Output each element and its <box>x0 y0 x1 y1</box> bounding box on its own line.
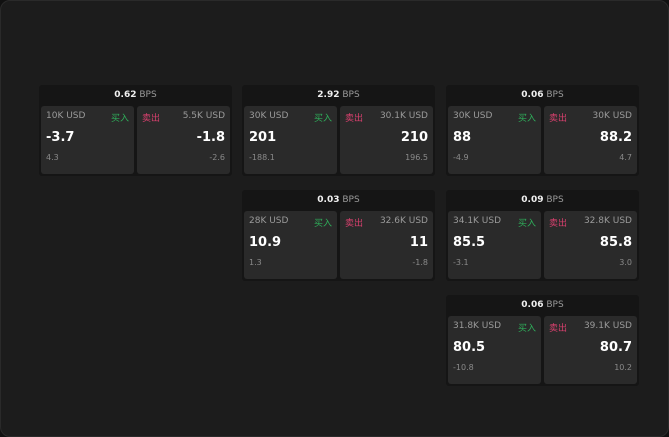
ask-size: 32.8K USD <box>583 216 632 226</box>
bid-size: 28K USD <box>249 216 289 226</box>
spread-unit: BPS <box>546 300 564 310</box>
sell-label: 卖出 <box>142 114 161 124</box>
bid-size: 31.8K USD <box>453 321 502 331</box>
quote-card: 0.09 BPS 34.1K USD 买入 85.5 -3.1 卖出 32.8K U… <box>446 190 639 281</box>
ask-size: 30K USD <box>592 111 632 121</box>
buy-label: 买入 <box>517 114 536 124</box>
buy-label: 买入 <box>517 219 536 229</box>
sell-button[interactable]: 卖出 30K USD 88.2 4.7 <box>544 106 637 174</box>
buy-label: 买入 <box>517 324 536 334</box>
bid-price: 85.5 <box>453 235 486 250</box>
quote-card: 0.62 BPS 10K USD 买入 -3.7 4.3 卖出 5.5K USD -… <box>39 85 232 176</box>
sell-button[interactable]: 卖出 30.1K USD 210 196.5 <box>340 106 433 174</box>
ask-size: 32.6K USD <box>379 216 428 226</box>
spread-unit: BPS <box>546 195 564 205</box>
buy-button[interactable]: 10K USD 买入 -3.7 4.3 <box>41 106 134 174</box>
spread-header: 2.92 BPS <box>242 85 435 105</box>
bid-size: 30K USD <box>453 111 493 121</box>
spread-unit: BPS <box>342 90 360 100</box>
buy-label: 买入 <box>313 114 332 124</box>
spread-unit: BPS <box>139 90 157 100</box>
ask-price: -1.8 <box>196 130 225 145</box>
bid-change: 4.3 <box>46 153 59 162</box>
spread-value: 0.06 <box>521 300 544 310</box>
spread-value: 0.06 <box>521 90 544 100</box>
ask-price: 80.7 <box>599 340 632 355</box>
ask-change: 10.2 <box>614 363 632 372</box>
bid-price: -3.7 <box>46 130 75 145</box>
buy-button[interactable]: 30K USD 买入 201 -188.1 <box>244 106 337 174</box>
spread-unit: BPS <box>546 90 564 100</box>
spread-value: 0.62 <box>114 90 137 100</box>
ask-change: 196.5 <box>405 153 428 162</box>
buy-button[interactable]: 30K USD 买入 88 -4.9 <box>448 106 541 174</box>
buy-button[interactable]: 28K USD 买入 10.9 1.3 <box>244 211 337 279</box>
buy-button[interactable]: 31.8K USD 买入 80.5 -10.8 <box>448 316 541 384</box>
ask-change: 3.0 <box>619 258 632 267</box>
bid-price: 201 <box>249 130 277 145</box>
ask-size: 5.5K USD <box>182 111 225 121</box>
ask-price: 85.8 <box>599 235 632 250</box>
ask-size: 30.1K USD <box>379 111 428 121</box>
spread-header: 0.62 BPS <box>39 85 232 105</box>
bid-change: -3.1 <box>453 258 469 267</box>
quote-card: 0.06 BPS 30K USD 买入 88 -4.9 卖出 30K USD 88.… <box>446 85 639 176</box>
spread-value: 0.03 <box>317 195 340 205</box>
sell-button[interactable]: 卖出 5.5K USD -1.8 -2.6 <box>137 106 230 174</box>
quote-card: 2.92 BPS 30K USD 买入 201 -188.1 卖出 30.1K US… <box>242 85 435 176</box>
bid-size: 10K USD <box>46 111 86 121</box>
ask-size: 39.1K USD <box>583 321 632 331</box>
buy-button[interactable]: 34.1K USD 买入 85.5 -3.1 <box>448 211 541 279</box>
ask-change: -1.8 <box>412 258 428 267</box>
sell-label: 卖出 <box>549 324 568 334</box>
spread-unit: BPS <box>342 195 360 205</box>
sell-button[interactable]: 卖出 32.6K USD 11 -1.8 <box>340 211 433 279</box>
sell-button[interactable]: 卖出 32.8K USD 85.8 3.0 <box>544 211 637 279</box>
bid-change: -10.8 <box>453 363 474 372</box>
bid-price: 10.9 <box>249 235 282 250</box>
ask-price: 11 <box>409 235 428 250</box>
sell-button[interactable]: 卖出 39.1K USD 80.7 10.2 <box>544 316 637 384</box>
spread-header: 0.06 BPS <box>446 85 639 105</box>
buy-label: 买入 <box>110 114 129 124</box>
sell-label: 卖出 <box>549 219 568 229</box>
bid-size: 34.1K USD <box>453 216 502 226</box>
ask-price: 210 <box>400 130 428 145</box>
quote-card: 0.03 BPS 28K USD 买入 10.9 1.3 卖出 32.6K USD … <box>242 190 435 281</box>
spread-header: 0.03 BPS <box>242 190 435 210</box>
spread-value: 2.92 <box>317 90 340 100</box>
spread-value: 0.09 <box>521 195 544 205</box>
spread-header: 0.09 BPS <box>446 190 639 210</box>
sell-label: 卖出 <box>345 114 364 124</box>
bid-change: -188.1 <box>249 153 275 162</box>
bid-price: 80.5 <box>453 340 486 355</box>
quote-card: 0.06 BPS 31.8K USD 买入 80.5 -10.8 卖出 39.1K … <box>446 295 639 386</box>
bid-change: 1.3 <box>249 258 262 267</box>
buy-label: 买入 <box>313 219 332 229</box>
sell-label: 卖出 <box>549 114 568 124</box>
ask-price: 88.2 <box>599 130 632 145</box>
bid-size: 30K USD <box>249 111 289 121</box>
ask-change: 4.7 <box>619 153 632 162</box>
spread-header: 0.06 BPS <box>446 295 639 315</box>
sell-label: 卖出 <box>345 219 364 229</box>
ask-change: -2.6 <box>209 153 225 162</box>
bid-price: 88 <box>453 130 472 145</box>
bid-change: -4.9 <box>453 153 469 162</box>
